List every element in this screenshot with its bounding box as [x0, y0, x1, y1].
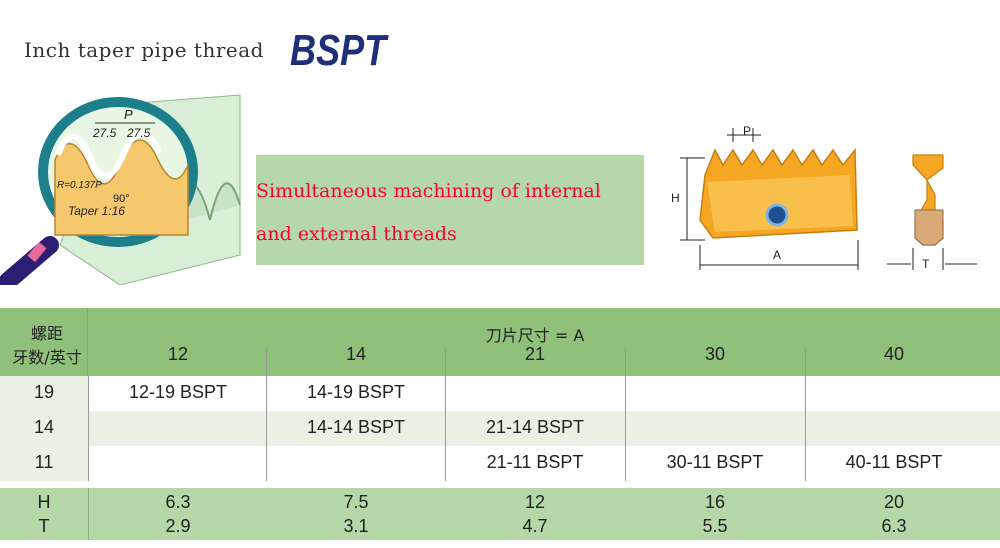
pitch-value: 14: [33, 417, 55, 437]
pitch-value: 19: [33, 382, 55, 402]
insert-h-label: H: [671, 191, 680, 205]
col-header-21: 21: [524, 344, 546, 364]
dim-value: 3.1: [343, 516, 369, 536]
table-cell: 12-19 BSPT: [128, 382, 228, 402]
dims-band: [0, 488, 1000, 540]
table-row: [0, 411, 1000, 446]
promo-box: Simultaneous machining of internal and e…: [256, 155, 644, 265]
table-row: [0, 376, 1000, 411]
col-divider: [625, 348, 626, 481]
dim-value: 7.5: [343, 492, 369, 512]
col-divider: [805, 348, 806, 481]
insert-diagram: P H A T: [671, 124, 977, 271]
table-cell: 21-14 BSPT: [485, 417, 585, 437]
brand-title: BSPT: [290, 26, 387, 75]
col-divider: [266, 348, 267, 481]
pitch-cell-bg: [0, 376, 88, 411]
insert-hole-icon: [765, 203, 789, 227]
angle-label-2: 27.5: [126, 126, 151, 140]
right-angle-label: 90°: [113, 193, 130, 205]
col-header-14: 14: [345, 344, 367, 364]
col-header-40: 40: [883, 344, 905, 364]
col-header-12: 12: [167, 344, 189, 364]
dim-value: 2.9: [165, 516, 191, 536]
figure-p-label: P: [124, 107, 133, 122]
page-title: Inch taper pipe thread: [24, 38, 264, 62]
pitch-cell-bg: [0, 446, 88, 481]
table-header-band: [0, 308, 1000, 376]
dim-value: 12: [524, 492, 546, 512]
angle-label-1: 27.5: [92, 126, 117, 140]
row-header-line1: 螺距: [30, 324, 63, 343]
radius-label: R=0.137P: [57, 180, 102, 191]
pitch-value: 11: [34, 452, 54, 472]
dim-value: 6.3: [881, 516, 907, 536]
thread-magnifier-illustration: P 27.5 27.5 R=0.137P 90° Taper 1:16: [0, 94, 241, 285]
promo-line-1: Simultaneous machining of internal: [256, 180, 601, 202]
insert-p-label: P: [743, 124, 751, 138]
col-divider: [88, 376, 89, 481]
insert-side-lower: [914, 209, 944, 246]
col-divider: [445, 348, 446, 481]
group-header: 刀片尺寸 = A: [485, 326, 585, 345]
col-header-30: 30: [704, 344, 726, 364]
taper-label: Taper 1:16: [68, 204, 125, 218]
table-cell: 14-14 BSPT: [306, 417, 406, 437]
insert-face: [707, 175, 853, 232]
header-divider: [87, 308, 88, 376]
dim-value: 4.7: [522, 516, 548, 536]
handle-band: [27, 241, 47, 263]
table-cell: 40-11 BSPT: [845, 452, 943, 472]
insert-t-label: T: [922, 257, 930, 271]
table-row: [0, 446, 1000, 481]
row-header-line2: 牙数/英寸: [12, 348, 82, 367]
lens-thread-highlight: [55, 130, 163, 179]
dim-value: 20: [883, 492, 905, 512]
dim-value: 6.3: [165, 492, 191, 512]
dim-label-h: H: [37, 492, 51, 512]
dim-value: 16: [704, 492, 726, 512]
table-cell: 21-11 BSPT: [486, 452, 584, 472]
promo-line-2: and external threads: [256, 223, 457, 245]
dim-value: 5.5: [702, 516, 728, 536]
dim-label-t: T: [38, 516, 50, 536]
dims-divider: [88, 488, 89, 540]
table-cell: 30-11 BSPT: [666, 452, 764, 472]
insert-a-label: A: [773, 248, 781, 262]
table-cell: 14-19 BSPT: [306, 382, 406, 402]
